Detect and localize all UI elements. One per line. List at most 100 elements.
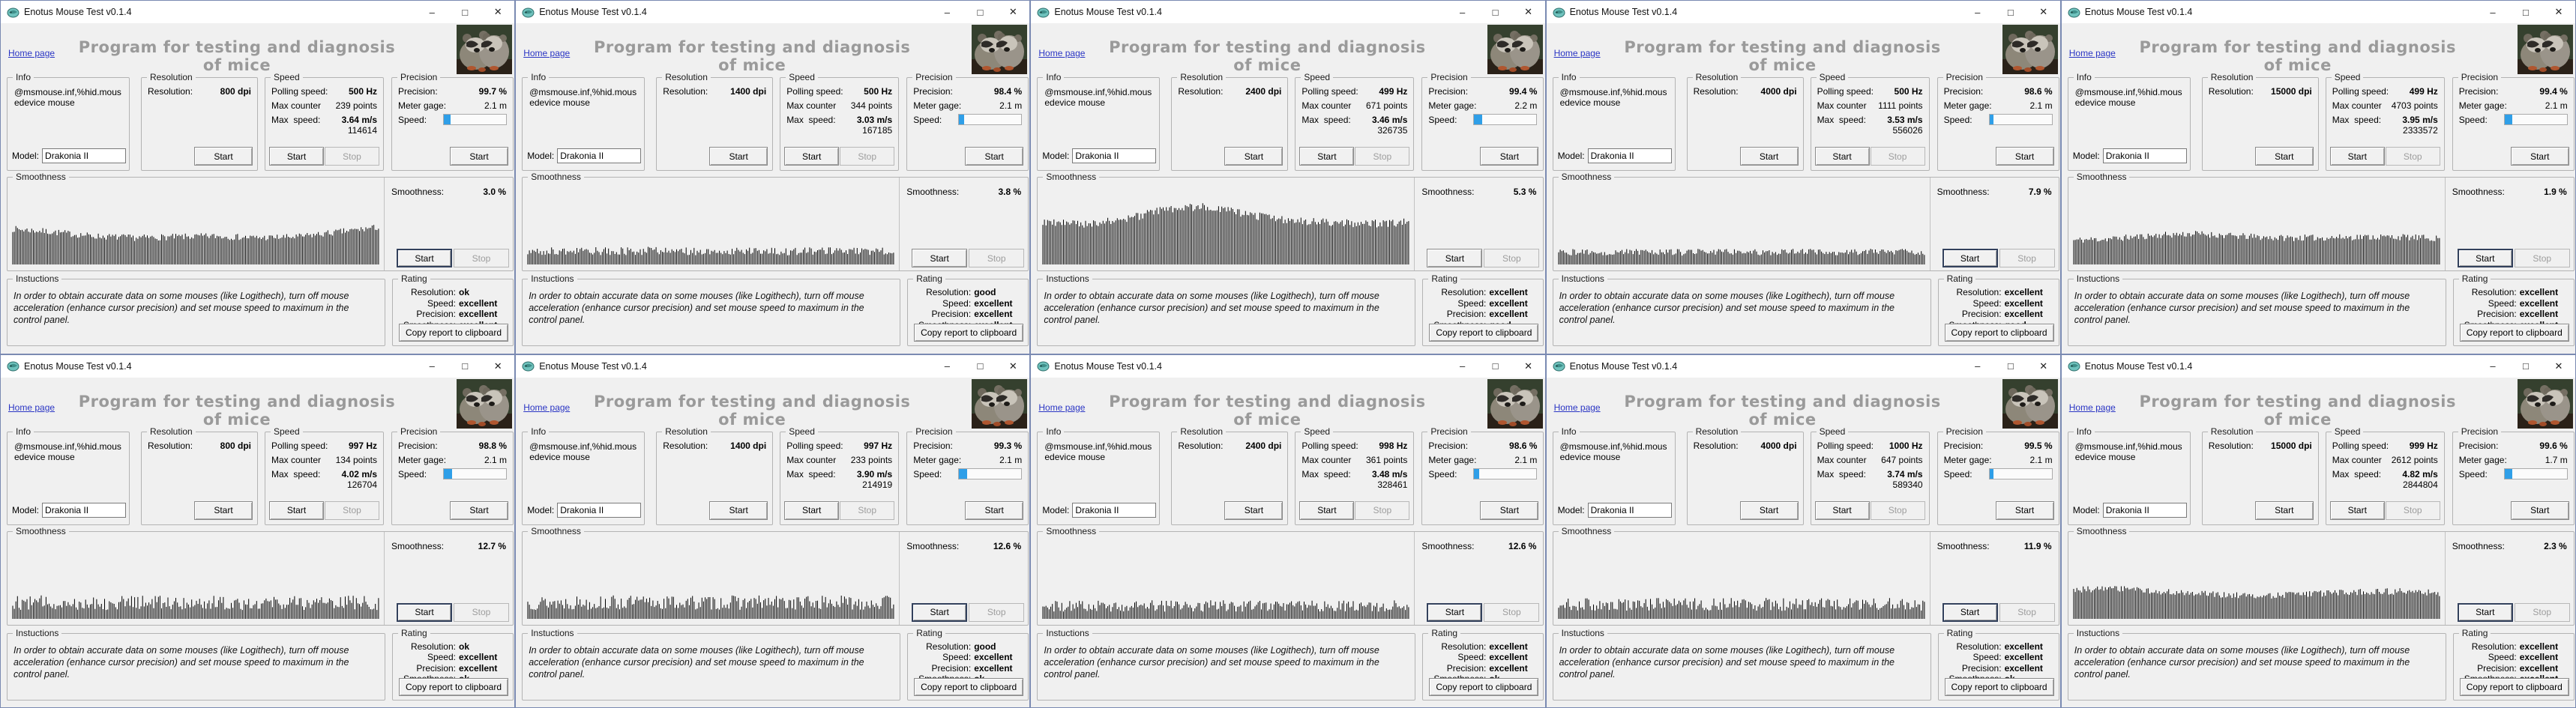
speed-stop-button[interactable]: Stop: [840, 147, 895, 166]
resolution-start-button[interactable]: Start: [1739, 500, 1799, 520]
minimize-icon[interactable]: –: [1975, 360, 1981, 372]
precision-start-button[interactable]: Start: [965, 500, 1024, 520]
speed-start-button[interactable]: Start: [269, 500, 324, 520]
title-bar[interactable]: Enotus Mouse Test v0.1.4 – □ ✕: [1, 1, 515, 23]
resolution-start-button[interactable]: Start: [2254, 500, 2314, 520]
copy-report-button[interactable]: Copy report to clipboard: [399, 324, 508, 342]
smoothness-stop-button[interactable]: Stop: [454, 249, 509, 267]
model-input[interactable]: [42, 148, 127, 163]
home-page-link[interactable]: Home page: [8, 402, 55, 413]
resolution-start-button[interactable]: Start: [1739, 147, 1799, 166]
close-icon[interactable]: ✕: [493, 360, 502, 372]
minimize-icon[interactable]: –: [429, 360, 435, 372]
resolution-start-button[interactable]: Start: [2254, 147, 2314, 166]
model-input[interactable]: [1072, 148, 1157, 163]
home-page-link[interactable]: Home page: [2068, 402, 2116, 413]
smoothness-start-button[interactable]: Start: [1942, 249, 1998, 267]
close-icon[interactable]: ✕: [1524, 6, 1533, 17]
speed-stop-button[interactable]: Stop: [1870, 500, 1925, 520]
copy-report-button[interactable]: Copy report to clipboard: [914, 324, 1024, 342]
smoothness-stop-button[interactable]: Stop: [454, 602, 509, 622]
smoothness-start-button[interactable]: Start: [1427, 602, 1483, 622]
maximize-icon[interactable]: □: [462, 360, 469, 372]
model-input[interactable]: [557, 502, 642, 518]
home-page-link[interactable]: Home page: [1038, 48, 1086, 58]
model-input[interactable]: [1072, 502, 1157, 518]
close-icon[interactable]: ✕: [2039, 360, 2048, 372]
home-page-link[interactable]: Home page: [523, 402, 571, 413]
speed-stop-button[interactable]: Stop: [1870, 147, 1925, 166]
resolution-start-button[interactable]: Start: [709, 500, 768, 520]
maximize-icon[interactable]: □: [2007, 360, 2014, 372]
resolution-start-button[interactable]: Start: [194, 500, 253, 520]
copy-report-button[interactable]: Copy report to clipboard: [399, 677, 508, 696]
maximize-icon[interactable]: □: [1492, 360, 1499, 372]
copy-report-button[interactable]: Copy report to clipboard: [2459, 677, 2569, 696]
speed-start-button[interactable]: Start: [269, 147, 324, 166]
smoothness-start-button[interactable]: Start: [2457, 602, 2513, 622]
maximize-icon[interactable]: □: [2523, 6, 2529, 18]
model-input[interactable]: [1587, 502, 1672, 518]
precision-start-button[interactable]: Start: [1995, 147, 2054, 166]
title-bar[interactable]: Enotus Mouse Test v0.1.4 – □ ✕: [1546, 1, 2060, 23]
title-bar[interactable]: Enotus Mouse Test v0.1.4 – □ ✕: [2061, 354, 2575, 378]
precision-start-button[interactable]: Start: [1995, 500, 2054, 520]
minimize-icon[interactable]: –: [944, 360, 950, 372]
speed-start-button[interactable]: Start: [784, 500, 840, 520]
home-page-link[interactable]: Home page: [8, 48, 55, 58]
close-icon[interactable]: ✕: [493, 6, 502, 17]
home-page-link[interactable]: Home page: [1553, 48, 1601, 58]
maximize-icon[interactable]: □: [1492, 6, 1499, 18]
smoothness-stop-button[interactable]: Stop: [969, 602, 1025, 622]
home-page-link[interactable]: Home page: [523, 48, 571, 58]
close-icon[interactable]: ✕: [1008, 360, 1017, 372]
minimize-icon[interactable]: –: [429, 6, 435, 18]
speed-stop-button[interactable]: Stop: [840, 500, 895, 520]
precision-start-button[interactable]: Start: [450, 147, 508, 166]
close-icon[interactable]: ✕: [1008, 6, 1017, 17]
model-input[interactable]: [42, 502, 127, 518]
smoothness-stop-button[interactable]: Stop: [1484, 249, 1540, 267]
precision-start-button[interactable]: Start: [450, 500, 508, 520]
resolution-start-button[interactable]: Start: [1224, 147, 1284, 166]
smoothness-stop-button[interactable]: Stop: [2514, 249, 2570, 267]
smoothness-start-button[interactable]: Start: [397, 249, 452, 267]
smoothness-start-button[interactable]: Start: [2457, 249, 2513, 267]
minimize-icon[interactable]: –: [1459, 6, 1466, 18]
title-bar[interactable]: Enotus Mouse Test v0.1.4 – □ ✕: [516, 354, 1030, 378]
home-page-link[interactable]: Home page: [1038, 402, 1086, 413]
speed-start-button[interactable]: Start: [1814, 147, 1870, 166]
speed-stop-button[interactable]: Stop: [325, 500, 379, 520]
precision-start-button[interactable]: Start: [965, 147, 1024, 166]
smoothness-stop-button[interactable]: Stop: [1999, 249, 2055, 267]
smoothness-start-button[interactable]: Start: [912, 249, 968, 267]
speed-start-button[interactable]: Start: [2329, 500, 2385, 520]
speed-start-button[interactable]: Start: [1814, 500, 1870, 520]
title-bar[interactable]: Enotus Mouse Test v0.1.4 – □ ✕: [1031, 354, 1545, 378]
maximize-icon[interactable]: □: [977, 6, 984, 18]
speed-start-button[interactable]: Start: [784, 147, 840, 166]
copy-report-button[interactable]: Copy report to clipboard: [1429, 324, 1539, 342]
copy-report-button[interactable]: Copy report to clipboard: [2459, 324, 2569, 342]
maximize-icon[interactable]: □: [2007, 6, 2014, 18]
copy-report-button[interactable]: Copy report to clipboard: [914, 677, 1024, 696]
title-bar[interactable]: Enotus Mouse Test v0.1.4 – □ ✕: [1, 354, 515, 378]
minimize-icon[interactable]: –: [1459, 360, 1466, 372]
model-input[interactable]: [2102, 502, 2187, 518]
minimize-icon[interactable]: –: [2490, 360, 2496, 372]
minimize-icon[interactable]: –: [1975, 6, 1981, 18]
precision-start-button[interactable]: Start: [2510, 500, 2569, 520]
smoothness-start-button[interactable]: Start: [1427, 249, 1483, 267]
speed-stop-button[interactable]: Stop: [1355, 147, 1410, 166]
maximize-icon[interactable]: □: [977, 360, 984, 372]
speed-stop-button[interactable]: Stop: [325, 147, 379, 166]
precision-start-button[interactable]: Start: [1480, 147, 1539, 166]
smoothness-start-button[interactable]: Start: [912, 602, 968, 622]
close-icon[interactable]: ✕: [1524, 360, 1533, 372]
title-bar[interactable]: Enotus Mouse Test v0.1.4 – □ ✕: [516, 1, 1030, 23]
model-input[interactable]: [557, 148, 642, 163]
minimize-icon[interactable]: –: [2490, 6, 2496, 18]
maximize-icon[interactable]: □: [462, 6, 469, 18]
home-page-link[interactable]: Home page: [1553, 402, 1601, 413]
title-bar[interactable]: Enotus Mouse Test v0.1.4 – □ ✕: [1546, 354, 2060, 378]
